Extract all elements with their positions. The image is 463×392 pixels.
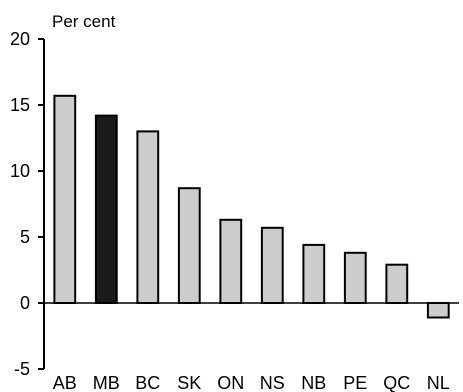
x-tick-label-pe: PE (343, 373, 367, 392)
x-tick-label-mb: MB (93, 373, 120, 392)
x-tick-label-ns: NS (260, 373, 285, 392)
bar-qc (385, 263, 409, 305)
x-tick-label-on: ON (217, 373, 244, 392)
bar-bc (136, 130, 160, 304)
x-tick-label-qc: QC (383, 373, 410, 392)
y-tick-label: 20 (10, 29, 30, 49)
bar-sk (177, 187, 201, 304)
y-tick-label: 10 (10, 161, 30, 181)
bar-pe (343, 251, 367, 305)
y-tick-label: 5 (20, 227, 30, 247)
y-tick-label: -5 (14, 359, 30, 379)
bar-nl (426, 302, 450, 319)
bar-mb (94, 114, 118, 304)
bar-nb (302, 243, 326, 304)
y-axis-label: Per cent (52, 12, 116, 31)
bar-ns (260, 226, 284, 304)
x-tick-label-bc: BC (135, 373, 160, 392)
y-tick-label: 0 (20, 293, 30, 313)
x-tick-label-ab: AB (53, 373, 77, 392)
bar-on (219, 218, 243, 304)
y-tick-label: 15 (10, 95, 30, 115)
bar-ab (53, 94, 77, 304)
x-tick-label-nb: NB (301, 373, 326, 392)
x-tick-label-sk: SK (177, 373, 201, 392)
x-tick-label-nl: NL (427, 373, 450, 392)
